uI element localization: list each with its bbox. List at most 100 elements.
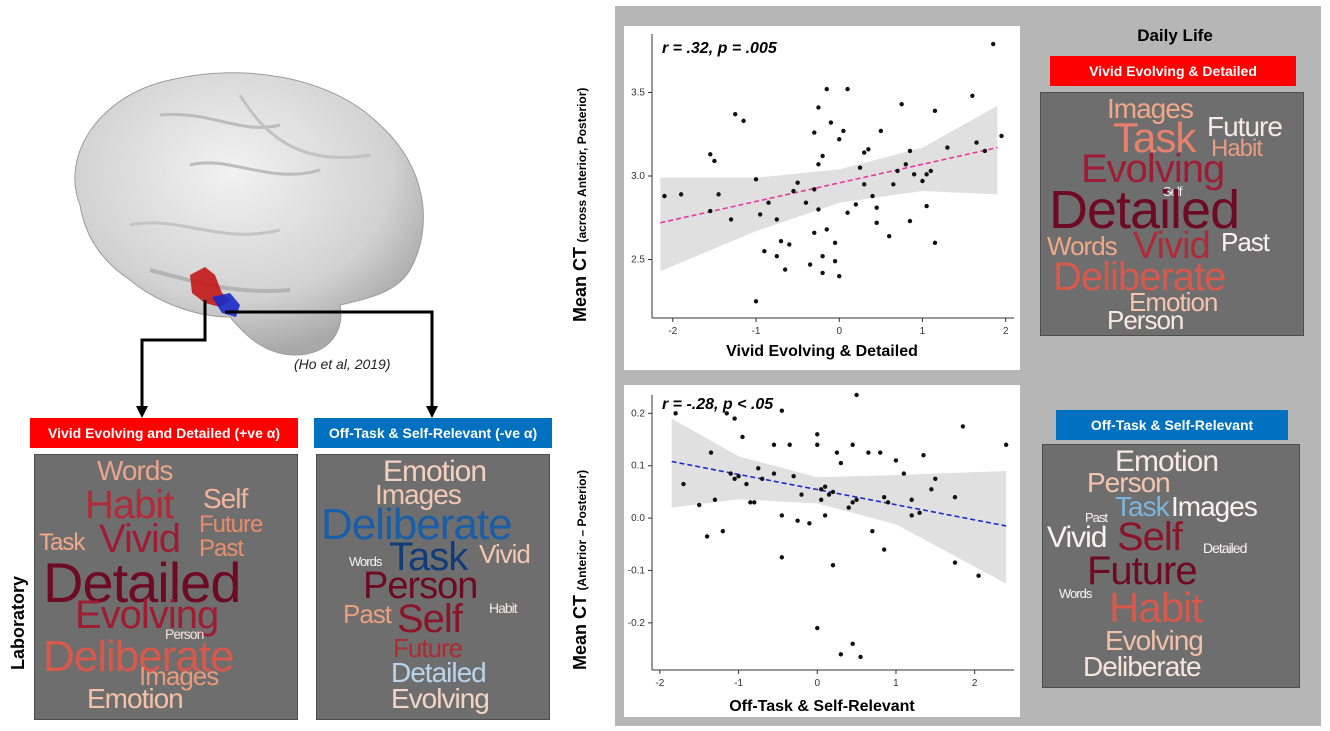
data-point [818, 487, 824, 492]
data-point [782, 267, 788, 272]
word: Detailed [391, 657, 487, 688]
word: Task [1115, 491, 1170, 522]
daily-life-title: Daily Life [1137, 26, 1213, 45]
data-point [911, 172, 917, 177]
word: Task [389, 535, 468, 579]
data-point [744, 481, 749, 487]
x-tick-label: 1 [920, 326, 926, 337]
y-tick-label: -0.2 [628, 618, 646, 629]
confidence-band [660, 105, 998, 272]
data-point [822, 484, 828, 489]
x-tick-label: -1 [734, 678, 743, 689]
scatter-plot-1: -2 -1 0 1 2 2.5 3.0 3.5 [624, 26, 1020, 370]
data-point [728, 217, 734, 222]
word: Words [349, 554, 382, 569]
arrows [136, 300, 438, 418]
data-point [924, 203, 929, 209]
data-point [909, 513, 914, 518]
data-point [816, 207, 821, 212]
word: Past [1085, 510, 1108, 525]
data-point [874, 205, 879, 210]
word: Images [1107, 93, 1194, 124]
brain-hemisphere [74, 72, 424, 356]
data-point [878, 128, 884, 134]
y-tick-label: 2.5 [631, 255, 645, 266]
word: Vivid [1047, 521, 1107, 554]
ylabel-1-main: Mean CT [570, 246, 590, 322]
data-point [874, 220, 879, 225]
word: Vivid [479, 539, 531, 569]
data-point [960, 424, 966, 429]
lab-positive-wordcloud: Words Habit Self Future Task Vivid Past … [34, 454, 298, 720]
word: Emotion [1129, 287, 1218, 317]
citation: (Ho et al, 2019) [294, 356, 391, 372]
data-point [999, 133, 1004, 139]
word: Deliberate [1053, 255, 1226, 299]
data-point [886, 233, 892, 239]
word: Task [39, 529, 85, 556]
data-point [778, 238, 784, 244]
data-point [893, 458, 899, 463]
scatter-plot-1-svg: -2 -1 0 1 2 2.5 3.0 3.5 [631, 34, 1014, 337]
data-point [716, 192, 721, 197]
data-point [662, 193, 667, 199]
y-tick-label: 3.0 [631, 171, 645, 182]
data-point [720, 528, 726, 534]
data-point [820, 270, 825, 276]
daily-negative-wordcloud: Emotion Person Task Images Past Vivid Se… [1042, 444, 1300, 688]
lab-negative-banner: Off-Task & Self-Relevant (-ve α) [314, 418, 552, 448]
data-point [932, 108, 938, 114]
data-point [970, 93, 975, 99]
data-point [857, 165, 863, 170]
data-point [795, 180, 800, 185]
word: Past [343, 599, 392, 629]
data-point [907, 218, 913, 224]
data-point [673, 411, 678, 416]
word: Person [363, 565, 478, 607]
y-tick-label: 0.1 [631, 461, 645, 472]
data-point [832, 240, 838, 246]
data-point [757, 212, 763, 217]
daily-positive-banner: Vivid Evolving & Detailed [1050, 56, 1296, 86]
data-point [697, 502, 702, 508]
word: Past [199, 535, 244, 562]
data-point [846, 505, 851, 510]
xlabel-1: Vivid Evolving & Detailed [726, 343, 918, 360]
word: Task [1113, 114, 1196, 161]
data-point [885, 500, 891, 505]
data-point [678, 192, 684, 197]
word: Detailed [43, 551, 241, 614]
daily-positive-wordcloud: Images Task Future Habit Evolving Self D… [1040, 92, 1304, 336]
data-point [907, 148, 913, 154]
word: Detailed [1203, 540, 1247, 556]
word: Habit [1211, 135, 1263, 162]
data-point [921, 453, 926, 458]
data-point [818, 497, 824, 502]
word: Future [199, 511, 263, 538]
y-tick-label: 3.5 [631, 87, 645, 98]
word: Self [1163, 184, 1182, 199]
data-point [779, 555, 785, 560]
x-tick-label: 1 [893, 678, 899, 689]
word: Person [165, 626, 204, 642]
data-point [756, 466, 761, 471]
data-point [812, 187, 817, 192]
data-point [854, 392, 859, 398]
word: Evolving [1081, 147, 1225, 191]
data-point [850, 500, 855, 505]
data-point [834, 450, 840, 455]
data-point [928, 168, 933, 174]
ylabel-2-sub: (Anterior – Posterior) [575, 469, 589, 591]
word: Words [1047, 231, 1118, 261]
data-point [803, 200, 809, 205]
data-point [736, 473, 741, 479]
data-point [881, 547, 887, 552]
lab-negative-wordcloud: Emotion Images Deliberate Words Task Viv… [316, 454, 550, 720]
data-point [766, 200, 771, 205]
data-point [866, 450, 871, 455]
data-point [870, 528, 875, 534]
fit-line [660, 146, 998, 224]
data-point [774, 253, 780, 259]
data-point [748, 500, 753, 505]
data-point [820, 153, 825, 159]
